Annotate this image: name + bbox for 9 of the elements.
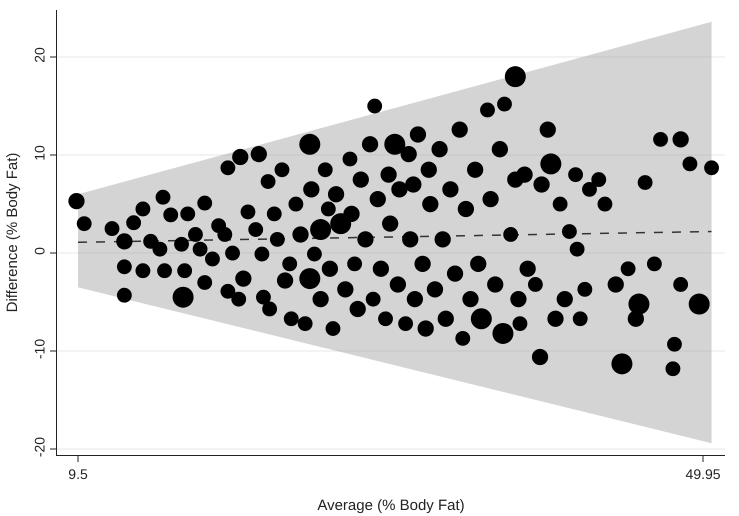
x-tick-label: 9.5 (68, 466, 88, 482)
y-axis-title: Difference (% Body Fat) (4, 152, 21, 312)
y-tick-label: 10 (31, 144, 48, 161)
y-tick-label: -20 (31, 436, 48, 458)
y-tick-label: 20 (31, 46, 48, 63)
x-axis-title: Average (% Body Fat) (317, 497, 465, 514)
y-tick-label: 0 (31, 246, 48, 255)
y-tick-label: -10 (31, 338, 48, 360)
x-tick-label: 49.95 (686, 466, 721, 482)
